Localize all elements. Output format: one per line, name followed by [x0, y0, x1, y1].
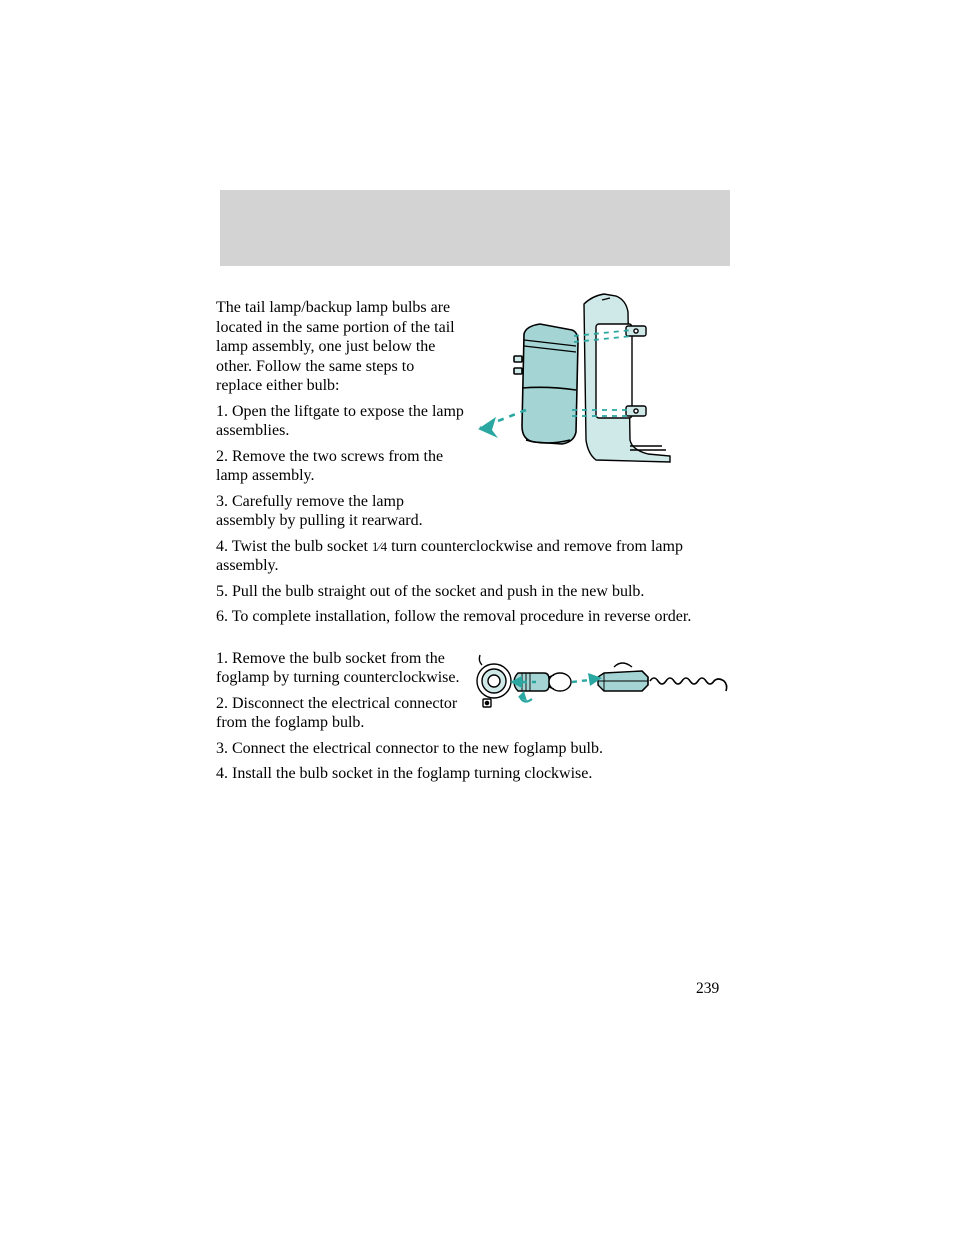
step-4-pre: 4. Twist the bulb socket — [216, 538, 372, 555]
intro-text: The tail lamp/backup lamp bulbs are loca… — [216, 298, 464, 396]
text-block-narrow-2: 1. Remove the bulb socket from the fogla… — [216, 649, 464, 733]
text-block-narrow: The tail lamp/backup lamp bulbs are loca… — [216, 298, 464, 531]
tail-lamp-diagram — [476, 290, 706, 470]
fog-step-1: 1. Remove the bulb socket from the fogla… — [216, 649, 464, 688]
fraction: 1⁄4 — [372, 539, 387, 554]
foglamp-diagram — [474, 651, 732, 721]
section-foglamp: 1. Remove the bulb socket from the fogla… — [216, 649, 736, 784]
step-4: 4. Twist the bulb socket 1⁄4 turn counte… — [216, 537, 714, 576]
section-tail-lamp: The tail lamp/backup lamp bulbs are loca… — [216, 298, 736, 627]
text-block-full: 4. Twist the bulb socket 1⁄4 turn counte… — [216, 537, 714, 627]
step-1: 1. Open the liftgate to expose the lamp … — [216, 402, 464, 441]
page-number: 239 — [696, 980, 719, 998]
fraction-num: 1 — [372, 539, 379, 554]
step-5: 5. Pull the bulb straight out of the soc… — [216, 582, 714, 602]
fog-step-2: 2. Disconnect the electrical connector f… — [216, 694, 464, 733]
fog-step-4: 4. Install the bulb socket in the foglam… — [216, 764, 714, 784]
header-banner — [220, 190, 730, 266]
step-2: 2. Remove the two screws from the lamp a… — [216, 447, 464, 486]
text-block-full-2: 3. Connect the electrical connector to t… — [216, 739, 714, 784]
fog-step-3: 3. Connect the electrical connector to t… — [216, 739, 714, 759]
step-6: 6. To complete installation, follow the … — [216, 607, 714, 627]
step-3: 3. Carefully remove the lamp assembly by… — [216, 492, 464, 531]
